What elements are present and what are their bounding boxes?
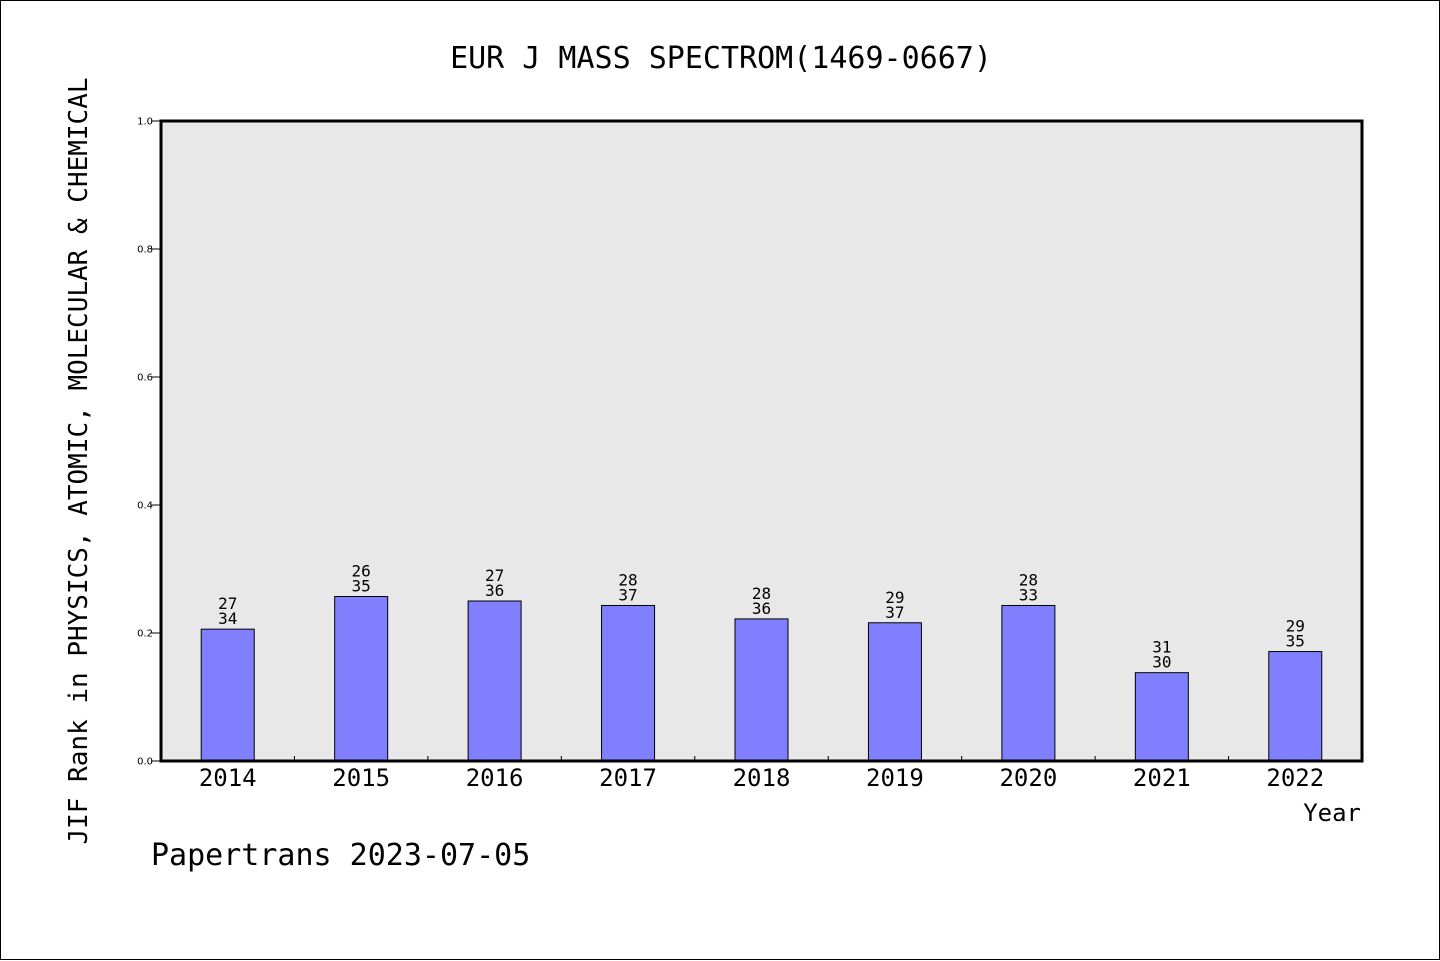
footer-watermark: Papertrans 2023-07-05 [151, 838, 530, 873]
bar-2021 [1134, 672, 1189, 762]
bar-label-bottom: 37 [885, 603, 904, 622]
x-tick-label: 2018 [733, 764, 791, 792]
y-tick-label: 0.6 [137, 373, 153, 384]
bar-2020 [1001, 604, 1056, 762]
bar-label-top: 28 [752, 584, 771, 603]
bar-label-top: 26 [352, 562, 371, 581]
bar-label-bottom: 35 [352, 577, 371, 596]
bar-label-top: 28 [1019, 570, 1038, 589]
bar-series [200, 596, 1323, 762]
bar-2017 [601, 604, 656, 762]
bar-label-bottom: 33 [1019, 585, 1038, 604]
bar-2019 [867, 622, 922, 762]
chart-title: EUR J MASS SPECTROM(1469-0667) [450, 41, 992, 76]
y-axis: 0.0 0.2 0.4 0.6 0.8 1.0 [137, 117, 161, 768]
bar-label-top: 27 [218, 594, 237, 613]
bar-label-bottom: 36 [485, 581, 504, 600]
bar-label-bottom: 37 [618, 585, 637, 604]
x-axis: 2014 2015 2016 2017 2018 2019 2020 2021 2022 [199, 756, 1324, 792]
bar-2022 [1268, 651, 1323, 762]
bar-label-bottom: 36 [752, 599, 771, 618]
bar-label-bottom: 35 [1286, 632, 1305, 651]
x-tick-label: 2020 [999, 764, 1057, 792]
x-tick-label: 2016 [466, 764, 524, 792]
x-axis-label: Year [1303, 799, 1361, 827]
plot-border [159, 119, 1364, 763]
y-tick-label: 0.2 [137, 629, 153, 640]
y-tick-label: 1.0 [137, 117, 153, 128]
y-tick-label: 0.4 [137, 501, 153, 512]
bar-label-top: 31 [1152, 638, 1171, 657]
x-tick-label: 2017 [599, 764, 657, 792]
bar-label-top: 29 [1286, 617, 1305, 636]
x-tick-label: 2014 [199, 764, 257, 792]
y-tick-label: 0.0 [137, 757, 153, 768]
y-axis-label: JIF Rank in PHYSICS, ATOMIC, MOLECULAR &… [64, 77, 94, 844]
bar-2016 [467, 600, 522, 762]
bar-label-top: 29 [885, 588, 904, 607]
x-tick-label: 2019 [866, 764, 924, 792]
bar-label-bottom: 30 [1152, 653, 1171, 672]
bar-label-bottom: 34 [218, 609, 237, 628]
y-tick-label: 0.8 [137, 245, 153, 256]
bar-2015 [334, 596, 389, 762]
bar-label-top: 27 [485, 566, 504, 585]
bar-label-top: 28 [618, 570, 637, 589]
x-tick-label: 2021 [1133, 764, 1191, 792]
x-tick-label: 2015 [332, 764, 390, 792]
x-tick-label: 2022 [1266, 764, 1324, 792]
bar-2018 [734, 618, 789, 762]
bar-2014 [200, 628, 255, 762]
